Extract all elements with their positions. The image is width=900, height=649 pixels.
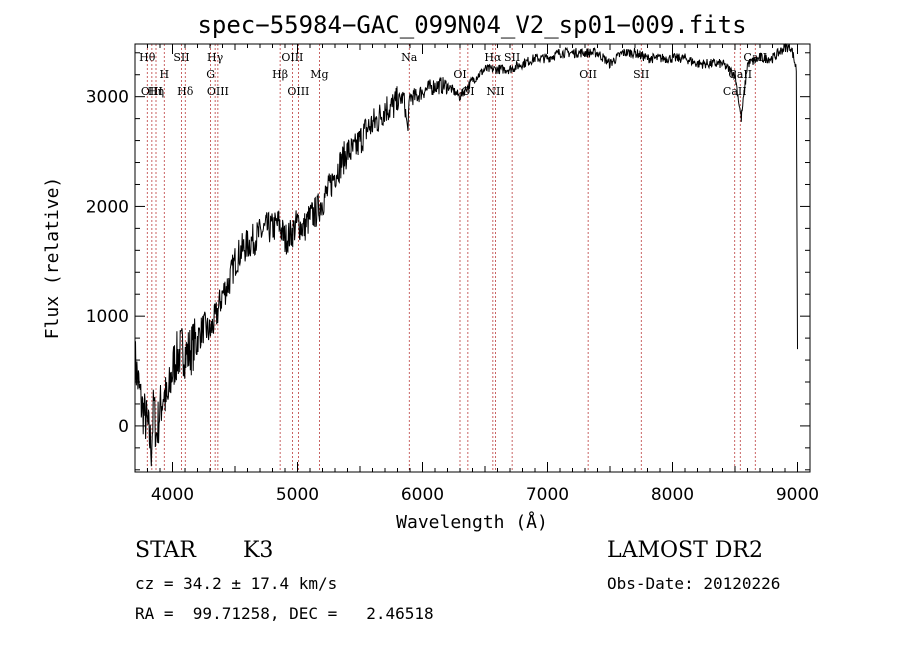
line-label-1: H: [159, 68, 169, 81]
line-label-5: OIII: [281, 51, 303, 64]
line-label-18: Hδ: [177, 85, 194, 98]
line-label-20: OIII: [287, 85, 309, 98]
x-tick-label-8000: 8000: [651, 485, 694, 505]
x-tick-label-6000: 6000: [401, 485, 444, 505]
y-tick-label-2000: 2000: [86, 197, 129, 217]
line-label-12: OII: [579, 68, 597, 81]
x-axis: 4000 5000 6000 7000 8000 9000: [147, 44, 819, 505]
line-label-23: CaII: [723, 85, 747, 98]
obs-date-text: Obs-Date: 20120226: [607, 574, 781, 593]
line-label-8: Na: [401, 51, 418, 64]
x-tick-label-9000: 9000: [776, 485, 819, 505]
line-label-7: Mg: [310, 68, 328, 81]
line-label-4: G: [206, 68, 215, 81]
coordinates-text: RA = 99.71258, DEC = 2.46518: [135, 604, 434, 623]
plot-frame: [134, 43, 811, 473]
line-label-22: NII: [486, 85, 504, 98]
line-label-11: SII: [504, 51, 520, 64]
line-label-19: OIII: [207, 85, 229, 98]
line-label-0: Hθ: [139, 51, 156, 64]
object-class: STAR: [135, 538, 196, 563]
redshift-text: cz = 34.2 ± 17.4 km/s: [135, 574, 338, 593]
y-axis: 0 1000 2000 3000: [86, 52, 810, 471]
spectrum-line: [134, 42, 798, 467]
spectrum-series: [134, 42, 798, 467]
line-label-10: Hα: [484, 51, 502, 64]
line-label-13: SII: [633, 68, 649, 81]
line-label-17: Hη: [148, 85, 164, 98]
x-axis-label: Wavelength (Å): [396, 511, 548, 533]
line-label-16: OIII: [141, 85, 163, 98]
line-label-3: Hγ: [207, 51, 224, 64]
object-subclass: K3: [243, 538, 274, 563]
x-tick-label-4000: 4000: [151, 485, 194, 505]
line-label-6: Hβ: [272, 68, 288, 81]
y-tick-label-0: 0: [118, 417, 129, 437]
x-tick-label-7000: 7000: [526, 485, 569, 505]
survey-name: LAMOST DR2: [607, 538, 763, 563]
y-tick-label-1000: 1000: [86, 307, 129, 327]
chart-title: spec−55984−GAC_099N04_V2_sp01−009.fits: [197, 11, 746, 39]
y-tick-label-3000: 3000: [86, 88, 129, 108]
y-axis-label: Flux (relative): [42, 177, 63, 340]
line-label-9: OI: [453, 68, 466, 81]
line-label-2: SII: [173, 51, 189, 64]
x-tick-label-5000: 5000: [276, 485, 319, 505]
